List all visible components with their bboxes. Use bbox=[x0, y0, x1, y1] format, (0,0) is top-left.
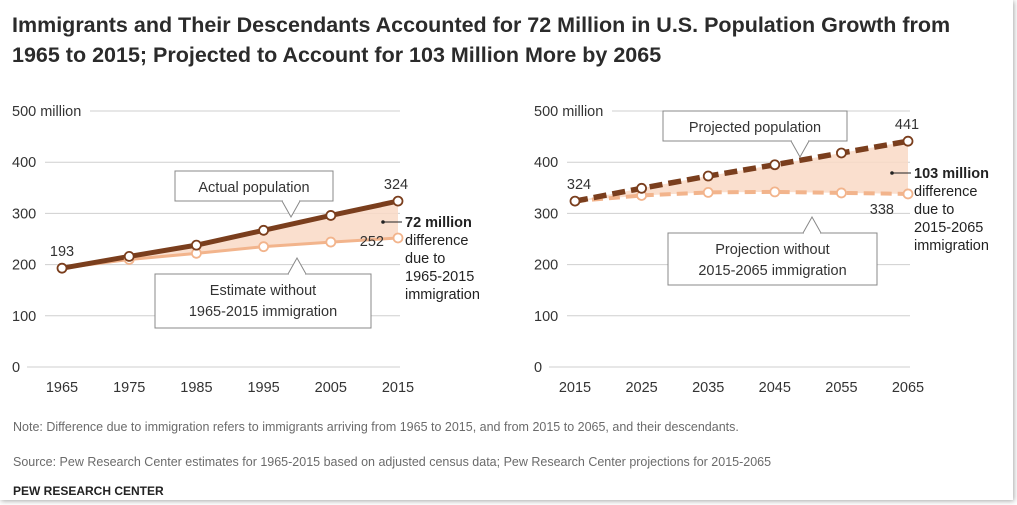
chart1-point-top bbox=[190, 239, 202, 251]
chart2-point-top bbox=[769, 159, 781, 171]
chart2-diff-label-line: difference bbox=[914, 184, 977, 200]
chart2-callout-bottom-pointer bbox=[802, 215, 822, 234]
chart2-series-without-line bbox=[574, 189, 909, 204]
chart1-diff-label-line: due to bbox=[405, 251, 445, 267]
chart1-callout-bottom-label-1: Estimate without bbox=[210, 283, 316, 299]
chart2-callout-top-box bbox=[662, 110, 848, 142]
chart1-y-tick-label: 300 bbox=[12, 206, 36, 222]
chart2-callout-bottom-box bbox=[667, 232, 878, 286]
chart2-diff-label-line: due to bbox=[914, 202, 954, 218]
chart2-y-tick-label: 100 bbox=[534, 309, 558, 325]
chart1-end-bottom-value-label: 252 bbox=[360, 234, 384, 250]
chart1-point-without bbox=[258, 241, 270, 253]
chart2-callout-bottom-label-1: Projection without bbox=[715, 242, 829, 258]
chart2-y-tick-label: 200 bbox=[534, 258, 558, 274]
chart1-callout-top-label: Actual population bbox=[198, 180, 309, 196]
chart2-point-top bbox=[902, 135, 914, 147]
chart-note: Note: Difference due to immigration refe… bbox=[13, 420, 739, 434]
chart2-point-without bbox=[702, 187, 714, 198]
chart2-end-top-value-label: 441 bbox=[895, 117, 919, 133]
chart1-diff-label-line: 1965-2015 bbox=[405, 269, 474, 285]
chart2-start-value-label: 324 bbox=[567, 177, 591, 193]
chart-source: Source: Pew Research Center estimates fo… bbox=[13, 455, 772, 469]
chart1-point-top bbox=[325, 210, 337, 221]
chart1-x-tick-label: 2005 bbox=[315, 380, 347, 396]
chart2-x-tick-label: 2015 bbox=[559, 380, 591, 396]
chart2-callout-top-pointer bbox=[790, 140, 810, 159]
chart1-y-tick-label: 500 million bbox=[12, 104, 81, 120]
chart1-series-top-line bbox=[61, 198, 399, 271]
brand-label: PEW RESEARCH CENTER bbox=[13, 484, 164, 498]
chart2-point-without bbox=[902, 188, 914, 200]
chart1-y-tick-label: 0 bbox=[12, 360, 20, 376]
chart1-point-without bbox=[392, 232, 404, 244]
chart1-point-without bbox=[325, 236, 337, 248]
chart1-y-tick-label: 400 bbox=[12, 155, 36, 171]
chart1-point-top bbox=[258, 224, 270, 236]
chart2-x-tick-label: 2035 bbox=[692, 380, 724, 396]
chart2-y-tick-label: 400 bbox=[534, 155, 558, 171]
chart1-diff-bold-label: 72 million bbox=[405, 215, 472, 231]
chart1-difference-area bbox=[62, 201, 398, 269]
chart2-diff-label-line: 2015-2065 bbox=[914, 220, 983, 236]
chart1-series-without-line bbox=[61, 236, 399, 270]
chart-title: Immigrants and Their Descendants Account… bbox=[12, 13, 951, 67]
chart1-diff-label-line: difference bbox=[405, 233, 468, 249]
chart1-callout-bottom-box bbox=[154, 273, 372, 329]
chart2-point-without bbox=[836, 187, 847, 199]
chart2-y-tick-label: 0 bbox=[534, 360, 542, 376]
chart1-y-tick-label: 100 bbox=[12, 309, 36, 325]
chart1-point-top bbox=[392, 195, 404, 207]
chart2-diff-label-line: immigration bbox=[914, 238, 989, 254]
chart1-callout-bottom-pointer bbox=[287, 256, 307, 275]
chart2-callout-bottom-label-2: 2015-2065 immigration bbox=[698, 263, 846, 279]
chart2-x-tick-label: 2055 bbox=[825, 380, 857, 396]
chart1-callout-top-box bbox=[174, 170, 334, 202]
chart1-x-tick-label: 1995 bbox=[247, 380, 279, 396]
chart2-point-top bbox=[636, 182, 647, 194]
chart1-end-top-value-label: 324 bbox=[384, 177, 408, 193]
chart2-y-tick-label: 500 million bbox=[534, 104, 603, 120]
chart1-callout-top-pointer bbox=[281, 200, 301, 219]
chart1-point-top bbox=[123, 251, 135, 262]
chart2-x-tick-label: 2045 bbox=[759, 380, 791, 396]
chart1-y-tick-label: 200 bbox=[12, 258, 36, 274]
chart2-y-tick-label: 300 bbox=[534, 206, 558, 222]
chart1-start-value-label: 193 bbox=[50, 244, 74, 260]
chart1-diff-label-line: immigration bbox=[405, 287, 480, 303]
chart1-x-tick-label: 2015 bbox=[382, 380, 414, 396]
chart2-end-bottom-value-label: 338 bbox=[870, 202, 894, 218]
chart1-x-tick-label: 1965 bbox=[46, 380, 78, 396]
chart2-point-top bbox=[836, 147, 847, 159]
chart2-callout-top-label: Projected population bbox=[689, 120, 821, 136]
chart2-x-tick-label: 2025 bbox=[625, 380, 657, 396]
chart1-callout-bottom-label-2: 1965-2015 immigration bbox=[189, 304, 337, 320]
chart1-point-top bbox=[56, 262, 68, 274]
chart1-x-tick-label: 1975 bbox=[113, 380, 145, 396]
chart2-diff-bold-label: 103 million bbox=[914, 166, 989, 182]
chart2-point-without bbox=[769, 186, 781, 198]
chart2-x-tick-label: 2065 bbox=[892, 380, 924, 396]
chart2-point-top bbox=[702, 170, 714, 182]
chart1-x-tick-label: 1985 bbox=[180, 380, 212, 396]
chart2-point-top bbox=[569, 195, 581, 207]
